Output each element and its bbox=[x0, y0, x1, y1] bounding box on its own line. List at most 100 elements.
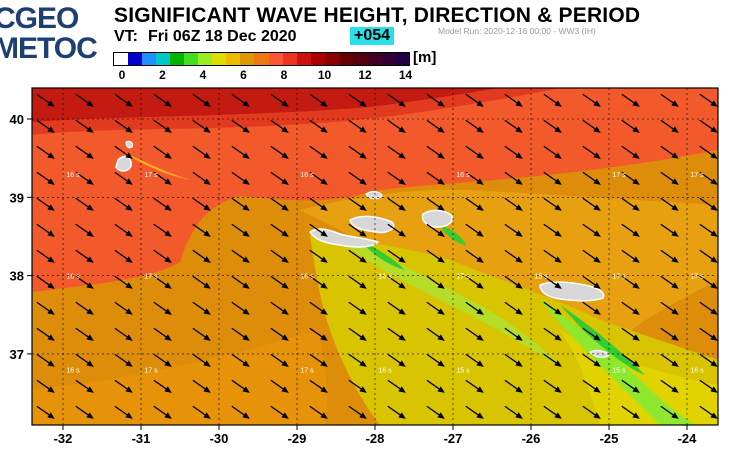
colorbar-tick-label: 8 bbox=[280, 68, 288, 82]
direction-arrow bbox=[660, 223, 679, 237]
colorbar-swatch bbox=[254, 53, 269, 65]
lon-tick-label: -27 bbox=[444, 431, 463, 446]
colorbar-tick-label: 2 bbox=[159, 68, 166, 82]
direction-arrow bbox=[660, 93, 679, 107]
direction-arrow bbox=[309, 223, 328, 237]
direction-arrow bbox=[270, 171, 289, 185]
direction-arrow bbox=[192, 93, 211, 107]
direction-arrow bbox=[231, 171, 250, 185]
direction-arrow bbox=[231, 275, 250, 289]
direction-arrow bbox=[192, 249, 211, 263]
direction-arrow bbox=[153, 145, 172, 159]
model-run-text: Model Run: 2020-12-16 00:00 - WW3 (IH) bbox=[438, 26, 596, 36]
direction-arrow bbox=[309, 93, 328, 107]
lat-tick-label: 38 bbox=[10, 269, 24, 284]
period-label: 17 s bbox=[690, 172, 704, 179]
direction-arrow bbox=[621, 171, 640, 185]
direction-arrow bbox=[582, 405, 601, 419]
direction-arrow bbox=[348, 145, 367, 159]
direction-arrow bbox=[387, 197, 406, 211]
direction-arrow bbox=[36, 379, 55, 393]
direction-arrow bbox=[153, 379, 172, 393]
direction-arrow bbox=[387, 171, 406, 185]
direction-arrow bbox=[504, 119, 523, 133]
direction-arrow bbox=[426, 405, 445, 419]
direction-arrow bbox=[75, 275, 94, 289]
direction-arrow bbox=[36, 197, 55, 211]
colorbar-swatch bbox=[394, 53, 409, 65]
direction-arrow bbox=[36, 223, 55, 237]
direction-arrow bbox=[426, 379, 445, 393]
direction-arrow bbox=[114, 145, 133, 159]
direction-arrow bbox=[621, 249, 640, 263]
direction-arrow bbox=[504, 223, 523, 237]
lon-tick-label: -32 bbox=[54, 431, 73, 446]
period-label: 17 s bbox=[144, 368, 158, 375]
direction-arrow bbox=[114, 301, 133, 315]
lat-tick-label: 40 bbox=[10, 112, 24, 127]
period-label: 17 s bbox=[612, 172, 626, 179]
direction-arrow bbox=[543, 223, 562, 237]
direction-arrow bbox=[75, 327, 94, 341]
direction-arrow bbox=[192, 327, 211, 341]
direction-arrow bbox=[699, 223, 718, 237]
wave-direction-arrows bbox=[36, 93, 718, 419]
direction-arrow bbox=[348, 119, 367, 133]
direction-arrow bbox=[582, 275, 601, 289]
colorbar-swatch bbox=[226, 53, 241, 65]
direction-arrow bbox=[660, 197, 679, 211]
direction-arrow bbox=[114, 171, 133, 185]
direction-arrow bbox=[270, 119, 289, 133]
lon-tick-label: -30 bbox=[210, 431, 229, 446]
period-label: 16 s bbox=[378, 368, 392, 375]
direction-arrow bbox=[465, 327, 484, 341]
direction-arrow bbox=[582, 353, 601, 367]
direction-arrow bbox=[270, 93, 289, 107]
direction-arrow bbox=[309, 197, 328, 211]
direction-arrow bbox=[699, 93, 718, 107]
direction-arrow bbox=[153, 301, 172, 315]
direction-arrow bbox=[36, 405, 55, 419]
direction-arrow bbox=[543, 275, 562, 289]
direction-arrow bbox=[270, 275, 289, 289]
direction-arrow bbox=[426, 119, 445, 133]
colorbar-swatch bbox=[324, 53, 339, 65]
direction-arrow bbox=[270, 145, 289, 159]
direction-arrow bbox=[465, 275, 484, 289]
direction-arrow bbox=[387, 93, 406, 107]
direction-arrow bbox=[660, 119, 679, 133]
direction-arrow bbox=[153, 93, 172, 107]
valid-time-value: Fri 06Z 18 Dec 2020 bbox=[148, 28, 297, 45]
direction-arrow bbox=[699, 405, 718, 419]
direction-arrow bbox=[660, 275, 679, 289]
direction-arrow bbox=[582, 145, 601, 159]
direction-arrow bbox=[426, 93, 445, 107]
direction-arrow bbox=[309, 301, 328, 315]
chart-title: SIGNIFICANT WAVE HEIGHT, DIRECTION & PER… bbox=[114, 4, 641, 27]
direction-arrow bbox=[36, 171, 55, 185]
axis-ticks bbox=[27, 118, 688, 430]
direction-arrow bbox=[231, 327, 250, 341]
direction-arrow bbox=[270, 197, 289, 211]
direction-arrow bbox=[621, 327, 640, 341]
direction-arrow bbox=[699, 171, 718, 185]
direction-arrow bbox=[36, 301, 55, 315]
colorbar-swatch bbox=[240, 53, 255, 65]
colorbar-tick-label: 4 bbox=[199, 68, 207, 82]
direction-arrow bbox=[309, 405, 328, 419]
direction-arrow bbox=[504, 301, 523, 315]
period-label: 16 s bbox=[66, 368, 80, 375]
direction-arrow bbox=[504, 145, 523, 159]
colorbar-tick-label: 6 bbox=[240, 68, 247, 82]
lon-tick-label: -31 bbox=[132, 431, 151, 446]
direction-arrow bbox=[309, 275, 328, 289]
direction-arrow bbox=[75, 171, 94, 185]
period-label: 16 s bbox=[66, 274, 80, 281]
direction-arrow bbox=[114, 275, 133, 289]
direction-arrow bbox=[348, 327, 367, 341]
direction-arrow bbox=[582, 223, 601, 237]
colorbar-swatch bbox=[366, 53, 381, 65]
map-gridlines bbox=[32, 88, 718, 425]
direction-arrow bbox=[699, 249, 718, 263]
direction-arrow bbox=[348, 379, 367, 393]
